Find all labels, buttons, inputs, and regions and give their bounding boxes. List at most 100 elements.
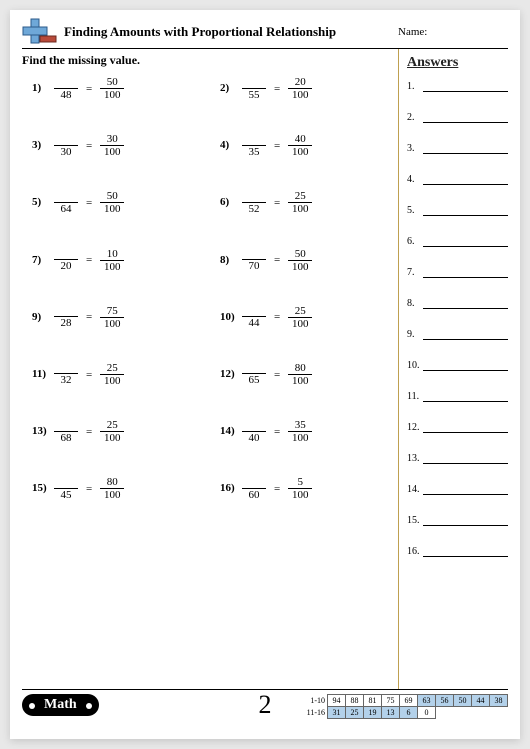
score-grid: 1-109488817569635650443811-163125191360: [302, 694, 509, 719]
numerator: 75: [100, 305, 124, 318]
blank-numerator: [242, 77, 266, 89]
body: Find the missing value. 1)48=50100 2)55=2…: [22, 49, 508, 689]
denominator: 100: [100, 489, 124, 501]
equals-sign: =: [274, 369, 280, 381]
answer-blank: [423, 82, 508, 92]
fraction-right: 5100: [288, 476, 312, 501]
fraction-right: 25100: [100, 362, 124, 387]
denominator: 100: [288, 146, 312, 158]
problem: 2)55=20100: [220, 76, 398, 101]
answer-number: 4.: [407, 174, 423, 185]
score-cell: 6: [400, 707, 418, 719]
denominator: 100: [288, 89, 312, 101]
problem-number: 10): [220, 305, 242, 323]
answer-number: 9.: [407, 329, 423, 340]
blank-numerator: [242, 248, 266, 260]
numerator: 5: [288, 476, 312, 489]
denominator: 100: [100, 375, 124, 387]
equals-sign: =: [86, 254, 92, 266]
score-cell: 88: [346, 695, 364, 707]
score-row-label: 1-10: [302, 695, 328, 707]
problems-grid: 1)48=501002)55=201003)30=301004)35=40100…: [22, 76, 398, 502]
problem-number: 14): [220, 419, 242, 437]
answer-number: 6.: [407, 236, 423, 247]
numerator: 80: [288, 362, 312, 375]
equals-sign: =: [86, 369, 92, 381]
fraction-left: 40: [242, 420, 266, 444]
answer-line: 9.: [407, 329, 508, 340]
numerator: 30: [100, 133, 124, 146]
equals-sign: =: [274, 483, 280, 495]
denominator: 100: [100, 432, 124, 444]
fraction-right: 20100: [288, 76, 312, 101]
fraction-left: 28: [54, 305, 78, 329]
problem-number: 12): [220, 362, 242, 380]
blank-numerator: [54, 134, 78, 146]
denominator: 20: [54, 260, 78, 272]
numerator: 25: [100, 362, 124, 375]
problem-number: 11): [32, 362, 54, 380]
answer-line: 4.: [407, 174, 508, 185]
answer-blank: [423, 485, 508, 495]
answer-number: 15.: [407, 515, 423, 526]
equals-sign: =: [86, 311, 92, 323]
equals-sign: =: [274, 140, 280, 152]
fraction-right: 30100: [100, 133, 124, 158]
answers-list: 1.2.3.4.5.6.7.8.9.10.11.12.13.14.15.16.: [407, 81, 508, 557]
answer-number: 13.: [407, 453, 423, 464]
denominator: 70: [242, 260, 266, 272]
denominator: 100: [288, 203, 312, 215]
score-cell: 19: [364, 707, 382, 719]
numerator: 35: [288, 419, 312, 432]
answer-line: 8.: [407, 298, 508, 309]
answer-blank: [423, 330, 508, 340]
equals-sign: =: [274, 311, 280, 323]
problem: 4)35=40100: [220, 133, 398, 158]
fraction-left: 55: [242, 77, 266, 101]
denominator: 100: [100, 146, 124, 158]
instruction: Find the missing value.: [22, 53, 398, 68]
fraction-right: 35100: [288, 419, 312, 444]
score-cell: 94: [328, 695, 346, 707]
answer-line: 5.: [407, 205, 508, 216]
problem: 1)48=50100: [32, 76, 210, 101]
problem: 14)40=35100: [220, 419, 398, 444]
answer-number: 7.: [407, 267, 423, 278]
denominator: 100: [288, 318, 312, 330]
denominator: 32: [54, 374, 78, 386]
score-cell: 13: [382, 707, 400, 719]
denominator: 64: [54, 203, 78, 215]
blank-numerator: [54, 420, 78, 432]
denominator: 35: [242, 146, 266, 158]
fraction-left: 60: [242, 477, 266, 501]
answer-blank: [423, 144, 508, 154]
score-cell: 44: [472, 695, 490, 707]
plus-minus-icon: [22, 18, 58, 46]
fraction-right: 25100: [288, 305, 312, 330]
problem-number: 1): [32, 76, 54, 94]
answer-number: 2.: [407, 112, 423, 123]
blank-numerator: [54, 191, 78, 203]
numerator: 10: [100, 248, 124, 261]
fraction-right: 25100: [288, 190, 312, 215]
numerator: 40: [288, 133, 312, 146]
answer-blank: [423, 206, 508, 216]
worksheet-page: Finding Amounts with Proportional Relati…: [10, 10, 520, 739]
blank-numerator: [54, 248, 78, 260]
blank-numerator: [242, 134, 266, 146]
fraction-left: 68: [54, 420, 78, 444]
answer-blank: [423, 454, 508, 464]
problem: 11)32 = 25100: [32, 362, 210, 387]
answer-line: 15.: [407, 515, 508, 526]
numerator: 80: [100, 476, 124, 489]
footer: Math 2 1-109488817569635650443811-163125…: [22, 689, 508, 729]
problem: 12)65=80100: [220, 362, 398, 387]
denominator: 55: [242, 89, 266, 101]
blank-numerator: [54, 362, 78, 374]
answer-number: 11.: [407, 391, 423, 402]
answer-line: 13.: [407, 453, 508, 464]
problem: 8)70=50100: [220, 248, 398, 273]
score-cell: 0: [418, 707, 436, 719]
fraction-left: 52: [242, 191, 266, 215]
answer-blank: [423, 268, 508, 278]
